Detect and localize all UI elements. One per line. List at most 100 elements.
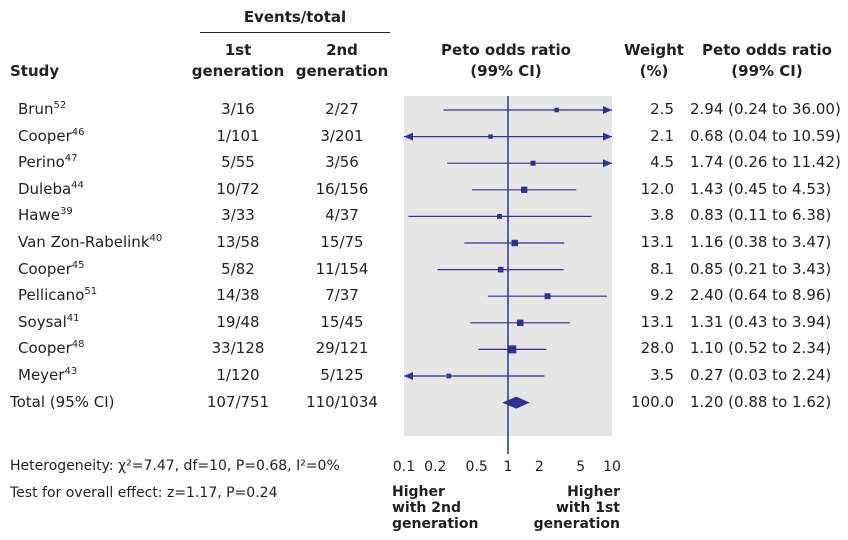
weight-value: 12.0 <box>640 179 674 198</box>
point-estimate <box>530 160 536 166</box>
study-reference: 40 <box>149 233 163 244</box>
heterogeneity-text: Heterogeneity: χ²=7.47, df=10, P=0.68, I… <box>10 458 340 474</box>
total-gen1: 107/751 <box>206 392 270 411</box>
study-reference: 39 <box>59 206 73 218</box>
ci-arrow-right <box>603 159 612 168</box>
or-ci-text: 2.40 (0.64 to 8.96) <box>690 286 832 305</box>
study-reference: 45 <box>71 259 85 271</box>
study-name-text: Cooper <box>18 126 72 145</box>
study-name-text: Meyer <box>18 366 65 384</box>
study-name: Pellicano51 <box>18 286 97 304</box>
point-estimate <box>497 213 503 219</box>
study-name-text: Soysal <box>18 312 67 331</box>
point-estimate <box>521 186 528 193</box>
x-tick-label: 0.2 <box>424 459 446 475</box>
gen1-events: 1/120 <box>216 366 260 384</box>
right-direction-line1: Higher <box>567 484 620 500</box>
or-ci-text: 1.31 (0.43 to 3.94) <box>690 312 832 331</box>
gen2-header-line2: generation <box>295 62 389 80</box>
point-estimate <box>446 373 452 379</box>
or-plot-header-line2: (99% CI) <box>470 62 542 80</box>
study-name: Hawe39 <box>18 206 73 224</box>
ci-arrow-left <box>404 132 413 141</box>
gen1-header: 1st generation <box>188 40 288 82</box>
gen1-events: 13/58 <box>216 233 260 251</box>
study-reference: 48 <box>71 339 85 351</box>
or-text-header-line2: (99% CI) <box>731 62 803 80</box>
study-reference: 47 <box>64 153 78 165</box>
point-estimate <box>508 345 517 354</box>
point-estimate <box>497 266 504 273</box>
point-estimate <box>516 319 524 327</box>
or-text-header: Peto odds ratio (99% CI) <box>694 40 840 82</box>
study-name: Brun52 <box>18 100 66 118</box>
x-tick-label: 0.5 <box>466 459 488 475</box>
gen2-events: 16/156 <box>315 179 369 198</box>
weight-value: 2.5 <box>650 100 674 118</box>
weight-value: 8.1 <box>650 259 674 278</box>
gen2-events: 11/154 <box>315 259 369 278</box>
study-reference: 51 <box>84 286 98 298</box>
study-name-text: Hawe <box>18 206 60 225</box>
study-name-text: Perino <box>18 153 65 172</box>
ci-arrow-right <box>603 132 612 141</box>
gen1-events: 5/55 <box>221 153 255 172</box>
x-tick-label: 0.1 <box>393 459 415 475</box>
gen2-events: 15/45 <box>320 312 364 331</box>
gen1-events: 10/72 <box>216 179 260 198</box>
gen2-events: 5/125 <box>320 366 364 384</box>
or-plot-header: Peto odds ratio (99% CI) <box>400 40 612 82</box>
right-direction-line3: generation <box>533 516 620 532</box>
gen2-events: 4/37 <box>325 206 359 225</box>
weight-header-line1: Weight <box>624 41 684 59</box>
study-name-text: Cooper <box>18 259 72 278</box>
study-name-text: Pellicano <box>18 286 85 305</box>
pooled-diamond <box>502 396 530 409</box>
or-text-header-line1: Peto odds ratio <box>702 41 832 59</box>
header-divider <box>200 32 390 33</box>
or-ci-text: 0.68 (0.04 to 10.59) <box>690 126 841 145</box>
point-estimate <box>544 293 551 300</box>
point-estimate <box>511 239 518 247</box>
study-name: Perino47 <box>18 153 78 171</box>
gen1-events: 3/33 <box>221 206 255 225</box>
total-or-ci-text: 1.20 (0.88 to 1.62) <box>690 392 832 411</box>
gen2-events: 3/56 <box>325 153 359 172</box>
weight-value: 9.2 <box>650 286 674 305</box>
left-direction-line2: with 2nd <box>392 500 461 516</box>
gen2-events: 3/201 <box>320 126 364 145</box>
overall-effect-text: Test for overall effect: z=1.17, P=0.24 <box>10 485 278 501</box>
x-tick-label: 1 <box>504 459 513 475</box>
weight-value: 13.1 <box>640 312 674 331</box>
study-name: Duleba44 <box>18 180 84 198</box>
events-total-header: Events/total <box>243 8 347 26</box>
study-reference: 46 <box>71 126 85 138</box>
study-name: Meyer43 <box>18 366 77 384</box>
gen1-events: 5/82 <box>221 259 255 278</box>
or-ci-text: 0.27 (0.03 to 2.24) <box>690 366 832 384</box>
weight-header: Weight (%) <box>614 40 694 82</box>
or-ci-text: 0.85 (0.21 to 3.43) <box>690 259 832 278</box>
study-name-text: Cooper <box>18 339 72 358</box>
gen1-events: 3/16 <box>221 100 255 118</box>
study-name-text: Brun <box>18 100 54 118</box>
study-name: Cooper46 <box>18 127 84 145</box>
ci-arrow-right <box>603 106 612 114</box>
study-name-text: Duleba <box>18 179 72 198</box>
study-reference: 43 <box>64 366 78 377</box>
x-tick-label: 10 <box>603 459 621 475</box>
weight-value: 28.0 <box>640 339 674 358</box>
weight-value: 3.8 <box>650 206 674 225</box>
study-reference: 52 <box>53 100 67 111</box>
study-name: Cooper48 <box>18 339 84 357</box>
gen2-events: 29/121 <box>315 339 369 358</box>
x-tick-label: 5 <box>576 459 585 475</box>
or-ci-text: 1.43 (0.45 to 4.53) <box>690 179 832 198</box>
left-direction-label: Higher with 2nd generation <box>392 484 478 532</box>
or-ci-text: 0.83 (0.11 to 6.38) <box>690 206 832 225</box>
right-direction-label: Higher with 1st generation <box>520 484 620 532</box>
study-reference: 44 <box>71 179 84 191</box>
study-name: Soysal41 <box>18 313 79 331</box>
total-weight: 100.0 <box>631 392 674 411</box>
